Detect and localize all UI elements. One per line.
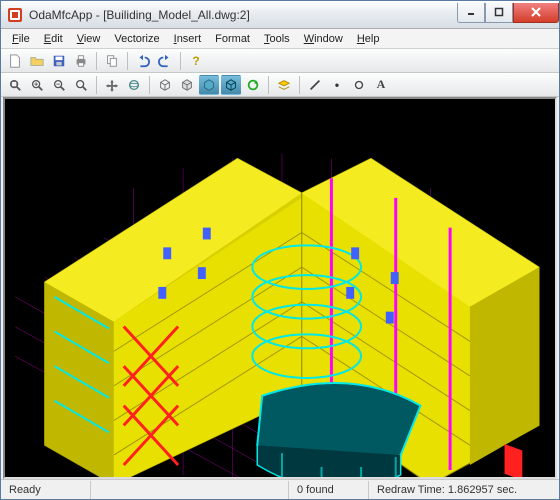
menubar: File Edit View Vectorize Insert Format T… (1, 29, 559, 49)
zoom-out-icon[interactable] (49, 75, 69, 95)
point-icon[interactable]: • (327, 75, 347, 95)
save-icon[interactable] (49, 51, 69, 71)
close-button[interactable] (513, 3, 559, 23)
toolbar-view: • A (1, 73, 559, 97)
shaded-icon[interactable] (199, 75, 219, 95)
arc-icon[interactable] (349, 75, 369, 95)
open-icon[interactable] (27, 51, 47, 71)
menu-file[interactable]: File (5, 31, 37, 47)
line-icon[interactable] (305, 75, 325, 95)
shaded-edges-icon[interactable] (221, 75, 241, 95)
toolbar-separator (299, 76, 300, 94)
hidden-icon[interactable] (177, 75, 197, 95)
app-name-label: OdaMfcApp (29, 8, 92, 22)
app-window: OdaMfcApp - [Builiding_Model_All.dwg:2] … (0, 0, 560, 500)
status-redraw: Redraw Time: 1.862957 sec. (369, 481, 559, 499)
undo-icon[interactable] (133, 51, 153, 71)
window-controls (457, 3, 559, 23)
menu-tools[interactable]: Tools (257, 31, 297, 47)
regen-icon[interactable] (243, 75, 263, 95)
redo-icon[interactable] (155, 51, 175, 71)
toolbar-separator (96, 76, 97, 94)
toolbar-separator (96, 52, 97, 70)
toolbar-separator (180, 52, 181, 70)
new-icon[interactable] (5, 51, 25, 71)
menu-insert[interactable]: Insert (167, 31, 209, 47)
print-icon[interactable] (71, 51, 91, 71)
help-icon[interactable]: ? (186, 51, 206, 71)
doc-name-label: [Builiding_Model_All.dwg:2] (103, 8, 250, 22)
zoom-in-icon[interactable] (27, 75, 47, 95)
toolbar-separator (268, 76, 269, 94)
wireframe-icon[interactable] (155, 75, 175, 95)
zoom-extents-icon[interactable] (5, 75, 25, 95)
minimize-button[interactable] (457, 3, 485, 23)
model-render (5, 99, 555, 479)
titlebar: OdaMfcApp - [Builiding_Model_All.dwg:2] (1, 1, 559, 29)
menu-format[interactable]: Format (208, 31, 257, 47)
maximize-button[interactable] (485, 3, 513, 23)
pan-icon[interactable] (102, 75, 122, 95)
app-icon (7, 7, 23, 23)
menu-view[interactable]: View (70, 31, 108, 47)
window-title: OdaMfcApp - [Builiding_Model_All.dwg:2] (29, 8, 457, 22)
status-spacer (91, 481, 289, 499)
toolbar-separator (127, 52, 128, 70)
orbit-icon[interactable] (124, 75, 144, 95)
statusbar: Ready 0 found Redraw Time: 1.862957 sec. (1, 479, 559, 499)
zoom-window-icon[interactable] (71, 75, 91, 95)
layers-icon[interactable] (274, 75, 294, 95)
drawing-viewport[interactable] (3, 97, 557, 479)
status-found: 0 found (289, 481, 369, 499)
toolbar-standard: ? (1, 49, 559, 73)
menu-edit[interactable]: Edit (37, 31, 70, 47)
menu-window[interactable]: Window (297, 31, 350, 47)
menu-help[interactable]: Help (350, 31, 387, 47)
status-ready: Ready (1, 481, 91, 499)
copy-icon[interactable] (102, 51, 122, 71)
toolbar-separator (149, 76, 150, 94)
menu-vectorize[interactable]: Vectorize (107, 31, 166, 47)
text-icon[interactable]: A (371, 75, 391, 95)
